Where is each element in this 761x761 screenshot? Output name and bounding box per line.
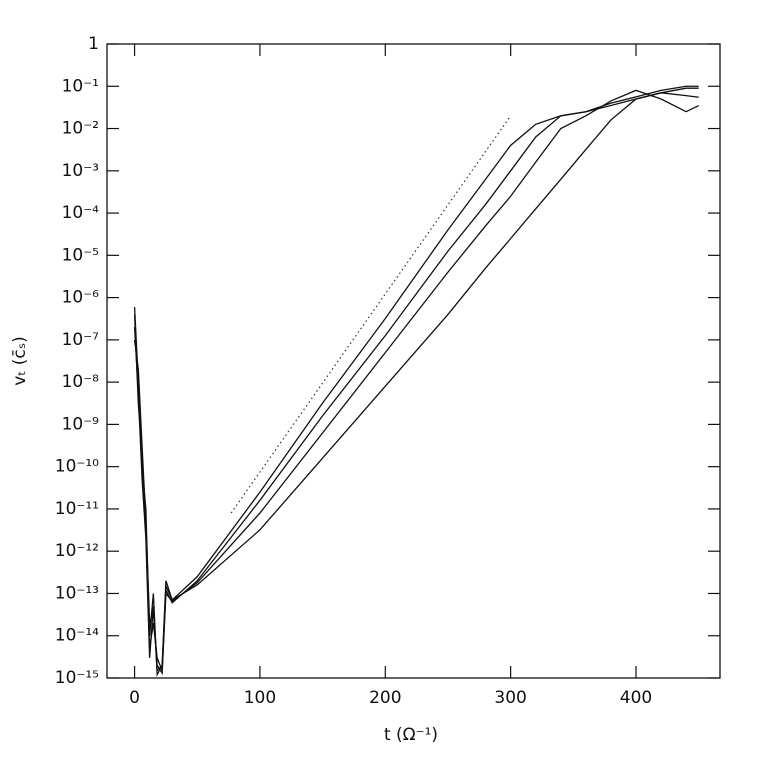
- series-line: [133, 85, 699, 671]
- plot-frame: [106, 43, 721, 679]
- series-line: [133, 92, 699, 678]
- x-axis-label: t (Ω⁻¹): [384, 725, 438, 745]
- y-axis-label: vₜ (c̄ₛ): [10, 336, 30, 385]
- y-tick-label: 10⁻⁹: [62, 414, 100, 434]
- y-tick-label: 10⁻²: [62, 119, 99, 139]
- x-tick-label: 100: [244, 688, 276, 708]
- x-tick-label: 400: [620, 688, 652, 708]
- y-tick-label: 10⁻³: [62, 161, 99, 181]
- y-tick-label: 10⁻⁷: [62, 330, 100, 350]
- y-tick-label: 10⁻¹¹: [55, 499, 99, 519]
- x-tick-label: 300: [494, 688, 526, 708]
- y-tick-label: 1: [88, 34, 99, 54]
- plot-area: [133, 85, 699, 678]
- y-tick-label: 10⁻⁵: [62, 245, 99, 265]
- reference-line: [230, 115, 512, 514]
- y-tick-label: 10⁻⁸: [62, 372, 100, 392]
- y-tick-label: 10⁻⁶: [62, 288, 100, 308]
- y-tick-label: 10⁻¹⁰: [55, 457, 99, 477]
- series-line: [133, 87, 699, 673]
- y-tick-label: 10⁻¹⁵: [55, 668, 99, 688]
- y-tick-label: 10⁻¹: [62, 76, 99, 96]
- x-tick-label: 0: [129, 688, 140, 708]
- x-tick-label: 200: [369, 688, 401, 708]
- series-line: [133, 89, 699, 676]
- y-tick-label: 10⁻¹²: [55, 541, 99, 561]
- y-tick-label: 10⁻⁴: [62, 203, 100, 223]
- y-tick-label: 10⁻¹⁴: [55, 626, 99, 646]
- y-tick-label: 10⁻¹³: [55, 583, 99, 603]
